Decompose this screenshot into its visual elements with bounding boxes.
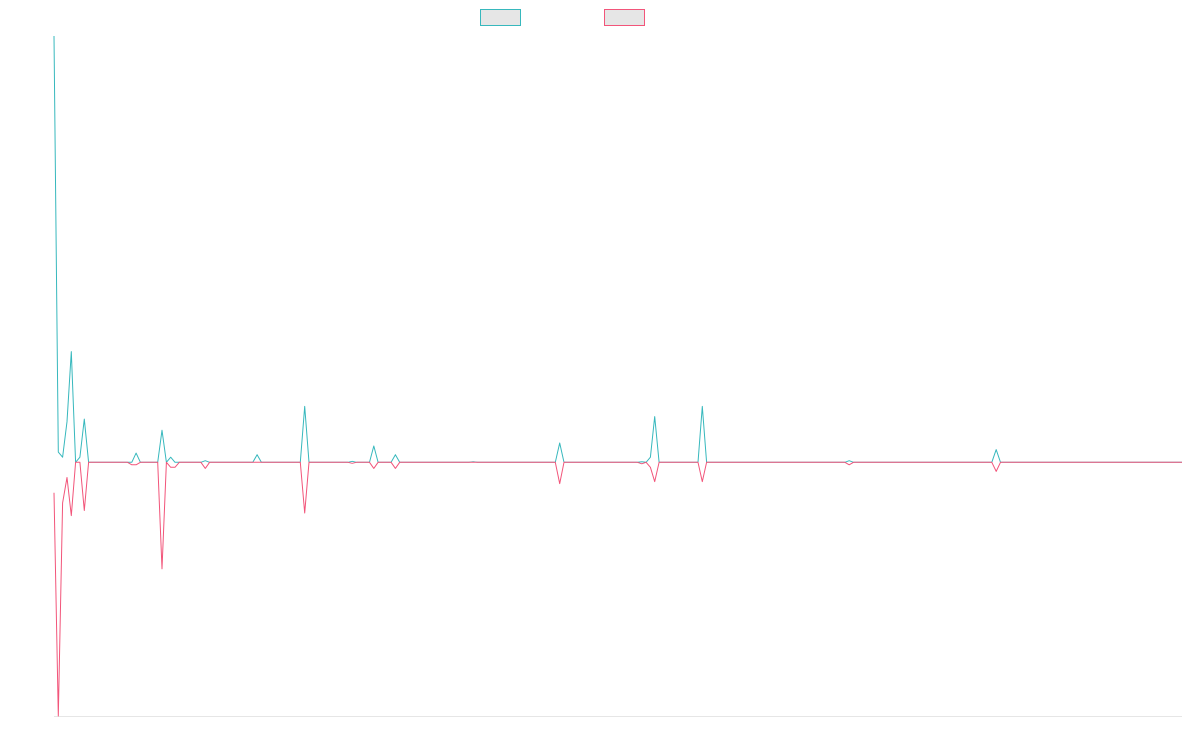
legend <box>480 9 645 26</box>
series-layer <box>53 35 1182 717</box>
legend-swatch-series-2[interactable] <box>604 9 645 26</box>
series-line-2 <box>53 461 1182 717</box>
legend-swatch-series-1[interactable] <box>480 9 521 26</box>
plot-area <box>53 35 1182 717</box>
series-line-1 <box>53 35 1182 463</box>
